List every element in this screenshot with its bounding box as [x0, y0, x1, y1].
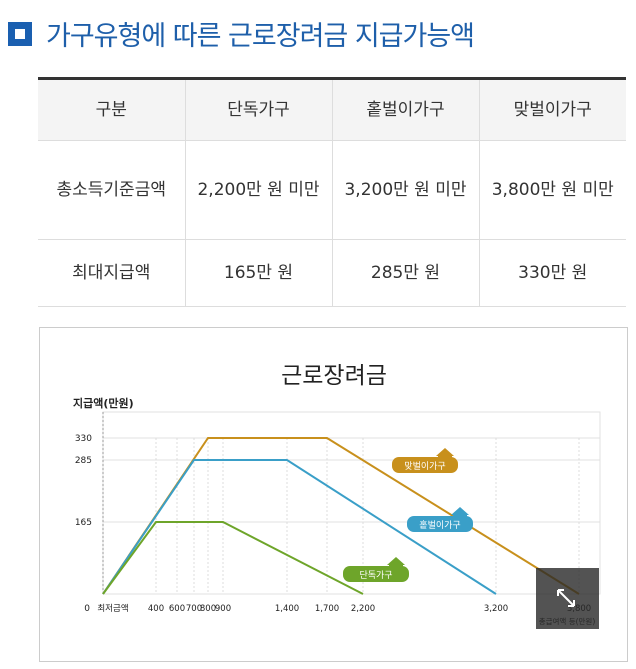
x-tick-label: 400 — [148, 604, 164, 614]
x-tick-label: 900 — [215, 604, 231, 614]
line — [102, 437, 580, 595]
x-tick-label: 최저금액 — [97, 603, 128, 614]
legend-label: 단독가구 — [359, 570, 392, 581]
x-tick-label: 700 — [186, 604, 202, 614]
cell: 285만 원 — [332, 239, 480, 307]
y-tick-label: 0 — [84, 604, 90, 614]
x-tick-label: 600 — [169, 604, 185, 614]
x-tick-label: 1,700 — [315, 604, 339, 614]
x-tick-label: 3,200 — [484, 604, 508, 614]
x-tick-label: 2,200 — [351, 604, 375, 614]
table: 구분 단독가구 홑벌이가구 맞벌이가구 총소득기준금액 2,200만 원 미만 3,200… — [38, 77, 626, 307]
plot-frame — [102, 411, 601, 595]
expand-icon — [557, 589, 575, 607]
heading-icon — [8, 22, 32, 46]
legend-house — [436, 448, 454, 463]
legend-house — [451, 507, 469, 522]
header-cell: 구분 — [38, 78, 186, 141]
y-tick-label: 330 — [75, 434, 92, 444]
cell: 2,200만 원 미만 — [185, 140, 333, 240]
cell: 330만 원 — [479, 239, 626, 307]
line — [102, 521, 364, 595]
cell: 3,200만 원 미만 — [332, 140, 480, 240]
chart: 근로장려금 지급액(만원) 0 165 285 330 최저금액 400 600 700800… — [39, 327, 628, 662]
header-cell: 홑벌이가구 — [332, 78, 480, 141]
header-cell: 맞벌이가구 — [479, 78, 626, 141]
y-tick-label: 285 — [75, 456, 92, 466]
y-axis-label: 지급액(만원) — [73, 396, 134, 410]
line — [102, 459, 497, 595]
header-cell: 단독가구 — [185, 78, 333, 141]
x-tick-label: 800 — [200, 604, 216, 614]
legend-label: 맞벌이가구 — [404, 460, 445, 472]
legend-label: 홑벌이가구 — [419, 519, 460, 531]
legend-house — [387, 557, 405, 572]
cell: 최대지급액 — [38, 239, 186, 307]
cell: 165만 원 — [185, 239, 333, 307]
cell: 총소득기준금액 — [38, 140, 186, 240]
cell: 3,800만 원 미만 — [479, 140, 626, 240]
x-tick-label: 1,400 — [275, 604, 299, 614]
y-tick-label: 165 — [75, 518, 92, 528]
chart-title: 근로장려금 — [281, 363, 387, 389]
heading-title: 가구유형에 따른 근로장려금 지급가능액 — [46, 21, 475, 52]
